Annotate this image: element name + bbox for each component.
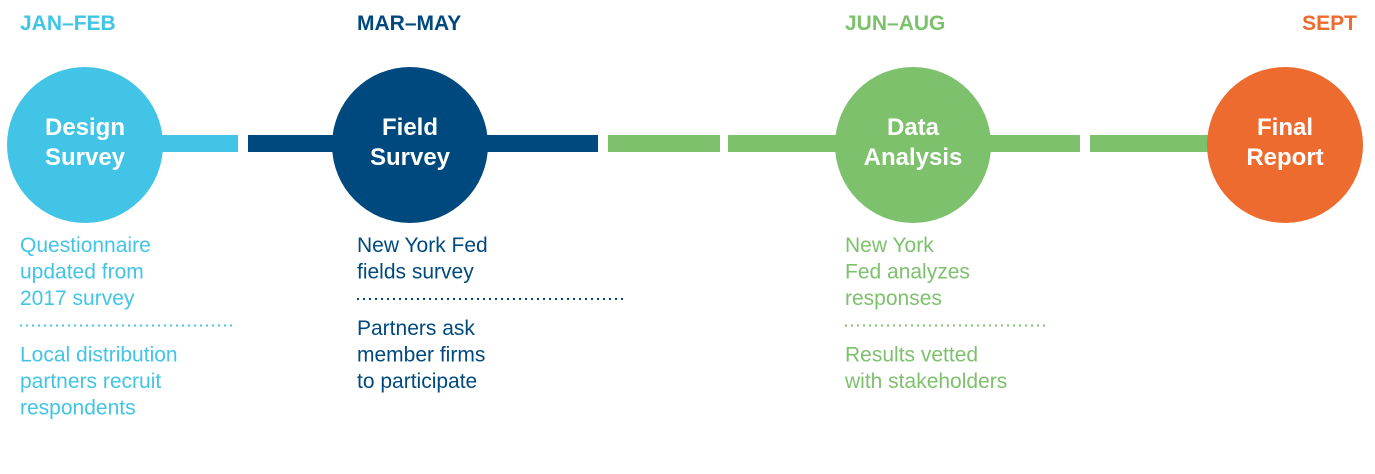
stage-title: Final — [1257, 114, 1313, 141]
note-line: Partners ask — [357, 317, 475, 340]
period: JAN–FEB — [20, 12, 116, 35]
stage-title: Survey — [45, 144, 126, 171]
note-line: responses — [845, 287, 942, 310]
note-line: Fed analyzes — [845, 261, 970, 284]
period: SEPT — [1302, 12, 1357, 35]
period: MAR–MAY — [357, 12, 461, 35]
note-line: updated from — [20, 261, 144, 284]
note-line: Results vetted — [845, 344, 978, 367]
stage-title: Analysis — [864, 144, 963, 171]
stage-title: Report — [1246, 144, 1323, 171]
stage-title: Survey — [370, 144, 451, 171]
stage-title: Data — [887, 114, 940, 141]
stage-circle — [7, 67, 163, 223]
note-line: to participate — [357, 370, 477, 393]
note-line: 2017 survey — [20, 287, 135, 310]
period: JUN–AUG — [845, 12, 945, 35]
stage-circle — [332, 67, 488, 223]
note-line: fields survey — [357, 261, 474, 284]
note-line: New York — [845, 234, 934, 257]
stage-title: Design — [45, 114, 125, 141]
note-line: member firms — [357, 344, 485, 367]
connector — [608, 135, 720, 152]
note-line: New York Fed — [357, 234, 488, 257]
stage-circle — [1207, 67, 1363, 223]
stage-circle — [835, 67, 991, 223]
note-line: respondents — [20, 397, 136, 420]
note-line: partners recruit — [20, 370, 161, 393]
note-line: Local distribution — [20, 344, 178, 367]
connectors — [85, 135, 1285, 152]
stage-title: Field — [382, 114, 438, 141]
note-line: with stakeholders — [844, 370, 1007, 393]
note-line: Questionnaire — [20, 234, 151, 257]
